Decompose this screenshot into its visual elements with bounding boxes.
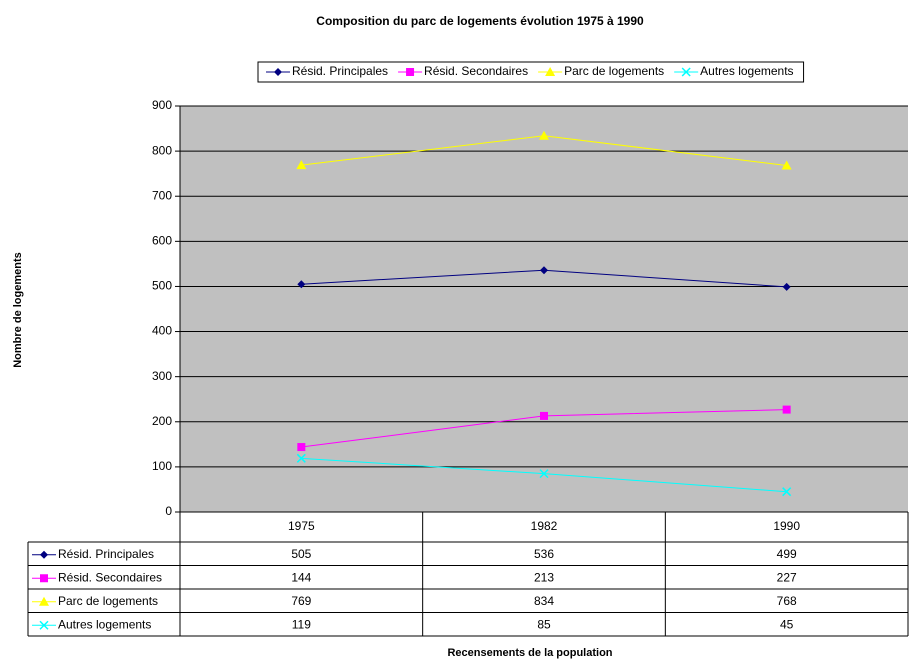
table-row-label: Parc de logements xyxy=(58,594,158,608)
marker xyxy=(274,68,282,76)
table-row-label: Résid. Principales xyxy=(58,547,154,561)
marker xyxy=(681,67,691,77)
table-value: 768 xyxy=(777,594,797,608)
table-value: 45 xyxy=(780,617,794,631)
table-value: 227 xyxy=(777,570,797,584)
x-tick-label: 1982 xyxy=(531,519,558,533)
legend: Résid. Principales Résid. Secondaires Parc… xyxy=(257,61,805,83)
marker xyxy=(296,160,307,170)
table-row-label: Résid. Secondaires xyxy=(58,570,162,584)
y-tick-label: 900 xyxy=(152,98,172,112)
y-tick-label: 800 xyxy=(152,143,172,157)
y-tick-label: 700 xyxy=(152,188,172,202)
marker xyxy=(406,68,415,76)
y-tick-label: 400 xyxy=(152,324,172,338)
x-tick-label: 1990 xyxy=(773,519,800,533)
marker xyxy=(297,280,306,289)
table-value: 85 xyxy=(537,617,551,631)
marker xyxy=(782,282,791,291)
marker xyxy=(40,550,48,559)
y-tick-label: 0 xyxy=(165,504,172,518)
table-value: 213 xyxy=(534,570,554,584)
legend-label: Résid. Secondaires xyxy=(424,64,528,78)
marker xyxy=(40,574,48,583)
marker xyxy=(781,160,792,170)
legend-label: Parc de logements xyxy=(564,64,664,78)
x-axis-label: Recensements de la population xyxy=(447,647,612,659)
table-value: 536 xyxy=(534,547,554,561)
table-row-label: Autres logements xyxy=(58,617,151,631)
marker xyxy=(39,596,49,606)
marker xyxy=(540,266,548,275)
y-tick-label: 300 xyxy=(152,369,172,383)
marker xyxy=(39,620,49,630)
marker xyxy=(539,130,549,140)
y-tick-label: 600 xyxy=(152,234,172,248)
x-tick-label: 1975 xyxy=(288,519,315,533)
legend-box xyxy=(257,61,805,83)
marker xyxy=(782,487,792,497)
legend-label: Résid. Principales xyxy=(292,64,388,78)
y-tick-label: 100 xyxy=(152,459,172,473)
table-value: 144 xyxy=(291,570,311,584)
marker xyxy=(539,469,549,479)
table-value: 834 xyxy=(534,594,554,608)
marker xyxy=(540,411,548,420)
marker xyxy=(296,453,306,463)
marker xyxy=(545,67,556,76)
marker xyxy=(297,443,306,452)
table-value: 499 xyxy=(777,547,797,561)
table-value: 769 xyxy=(291,594,311,608)
y-tick-label: 200 xyxy=(152,414,172,428)
legend-label: Autres logements xyxy=(700,64,793,78)
table-value: 505 xyxy=(291,547,311,561)
table-value: 119 xyxy=(292,617,311,631)
y-tick-label: 500 xyxy=(152,279,172,293)
y-axis-label: Nombre de logements xyxy=(12,252,24,368)
marker xyxy=(782,405,791,414)
plot-area xyxy=(180,106,908,512)
chart-title: Composition du parc de logements évoluti… xyxy=(316,14,644,28)
